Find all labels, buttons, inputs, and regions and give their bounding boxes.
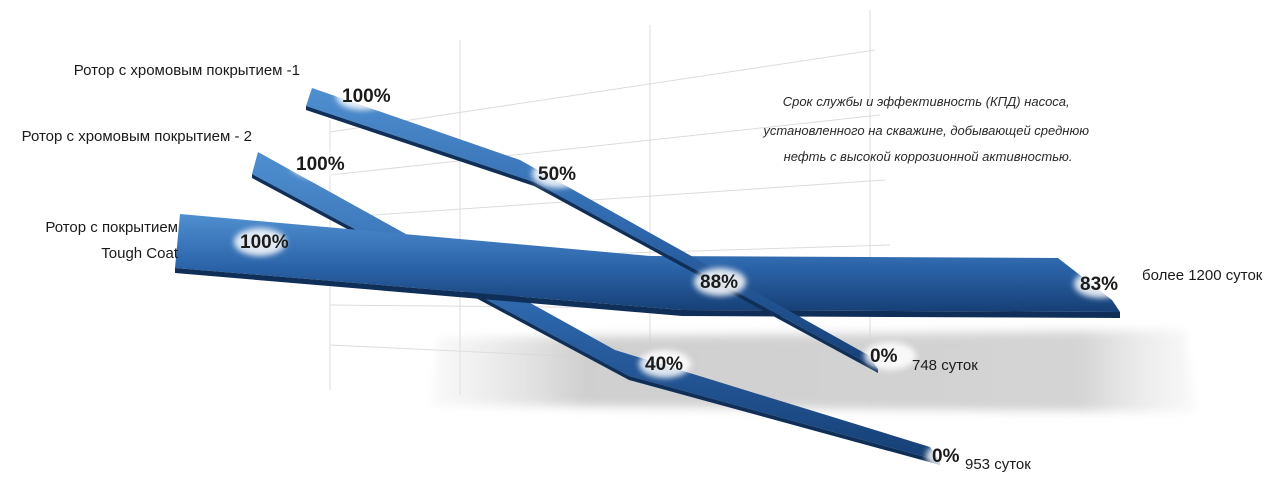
series-name: Ротор с хромовым покрытием -1 xyxy=(74,62,300,79)
data-label-group: 100% xyxy=(234,228,289,256)
label-halo xyxy=(639,350,691,378)
series-ribbons xyxy=(175,88,1120,465)
end-label: 748 суток xyxy=(912,357,978,374)
data-label: 83% xyxy=(1080,274,1118,295)
label-halo xyxy=(1074,270,1126,298)
data-label-group: 0% xyxy=(864,342,916,370)
label-halo xyxy=(336,82,388,110)
data-label-group: 100% xyxy=(336,82,391,110)
series-name: Ротор с хромовым покрытием - 2 xyxy=(22,128,252,145)
series-name-line: Tough Coat xyxy=(101,245,179,262)
data-label: 100% xyxy=(240,232,289,253)
data-label: 88% xyxy=(700,272,738,293)
end-label: 953 суток xyxy=(965,456,1031,473)
point-labels: 100% 50% 0% 100% 40% 0% 100% 88% 83% xyxy=(234,82,1126,470)
label-halo xyxy=(926,442,978,470)
grid-line xyxy=(329,114,881,176)
note-line: Срок службы и эффективность (КПД) насоса… xyxy=(783,94,1070,109)
series-names: Ротор с хромовым покрытием -1 Ротор с хро… xyxy=(22,62,300,262)
ground-shadow xyxy=(432,330,1195,412)
series-ribbon-tough-coat xyxy=(175,214,1120,312)
label-halo xyxy=(694,268,746,296)
grid-line xyxy=(329,179,886,219)
series-name-line: Ротор с хромовым покрытием - 2 xyxy=(22,128,252,145)
data-label-group: 0% xyxy=(926,442,978,470)
data-label: 50% xyxy=(538,164,576,185)
series-ribbon-chrome-1 xyxy=(306,88,878,369)
series-name-line: Ротор с хромовым покрытием -1 xyxy=(74,62,300,79)
chart-note: Срок службы и эффективность (КПД) насоса… xyxy=(762,94,1092,164)
end-labels: 748 суток 953 суток более 1200 суток xyxy=(912,267,1263,473)
data-label-group: 100% xyxy=(290,150,345,178)
data-label-group: 88% xyxy=(694,268,746,296)
end-label: более 1200 суток xyxy=(1142,267,1263,284)
label-halo xyxy=(532,160,584,188)
data-label: 0% xyxy=(870,346,898,367)
label-halo xyxy=(234,228,286,256)
label-halo xyxy=(864,342,916,370)
data-label: 100% xyxy=(342,86,391,107)
note-line: установленного на скважине, добывающей с… xyxy=(762,123,1089,138)
ribbon-edge xyxy=(175,268,1120,318)
data-label: 100% xyxy=(296,154,345,175)
data-label-group: 50% xyxy=(532,160,584,188)
grid-line xyxy=(329,49,876,133)
data-label: 0% xyxy=(932,446,960,467)
series-name-line: Ротор с покрытием xyxy=(45,219,178,236)
series-ribbon-chrome-2 xyxy=(252,152,940,461)
label-halo xyxy=(290,150,342,178)
data-label-group: 40% xyxy=(639,350,691,378)
data-label: 40% xyxy=(645,354,683,375)
series-name: Ротор с покрытием Tough Coat xyxy=(45,219,178,262)
note-line: нефть с высокой коррозионной активностью… xyxy=(784,149,1073,164)
data-label-group: 83% xyxy=(1074,270,1126,298)
